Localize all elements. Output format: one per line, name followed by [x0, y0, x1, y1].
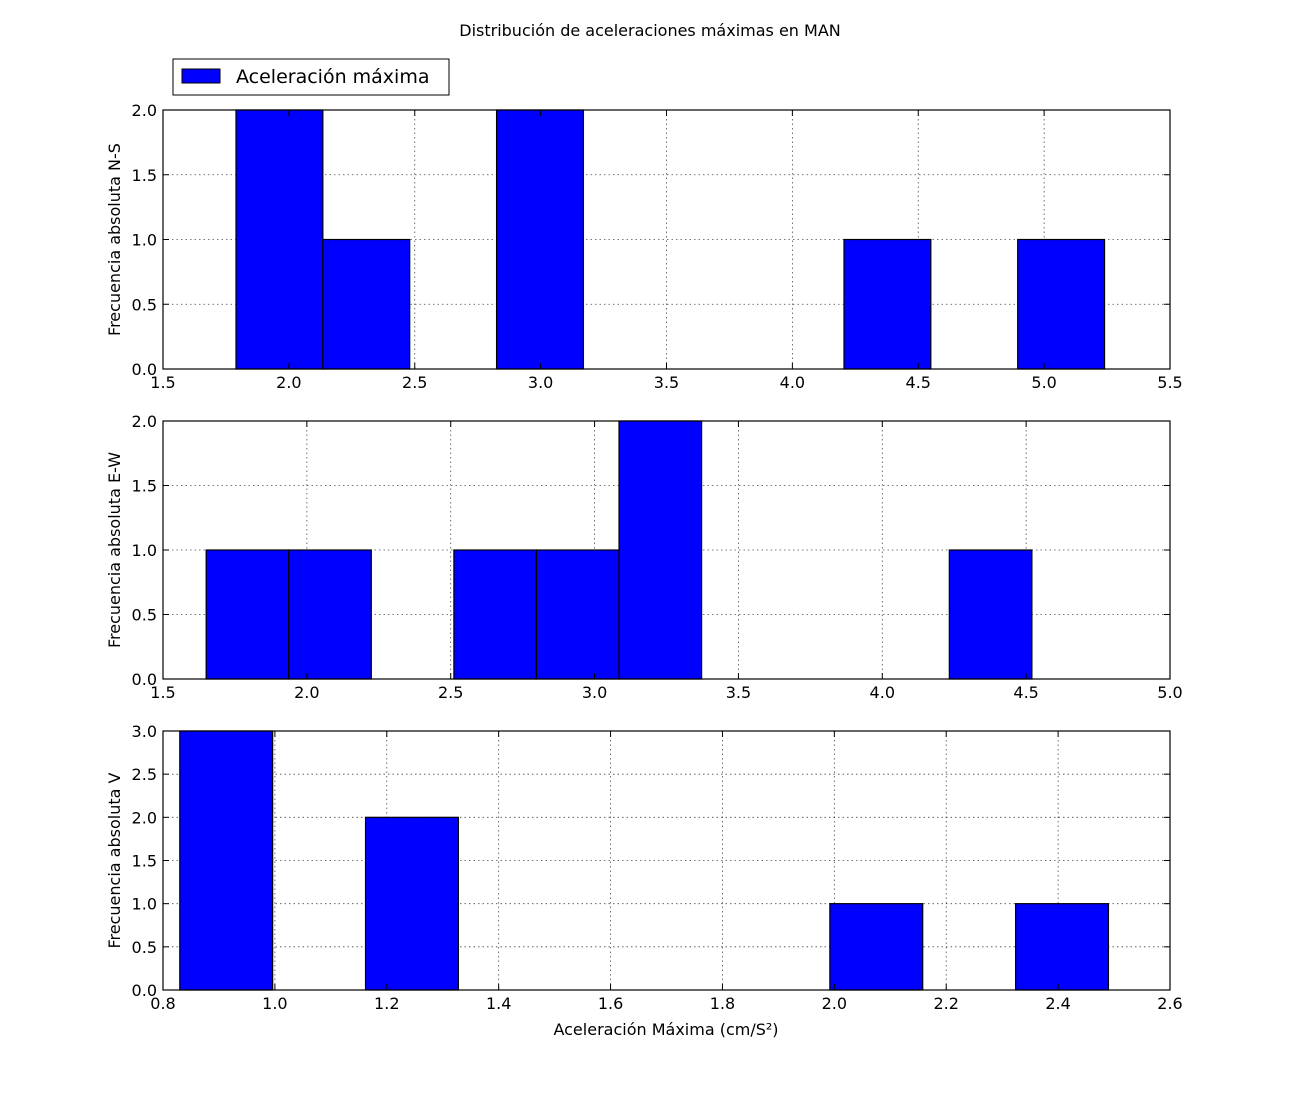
panel-1-x-tick-label-3: 3.0	[528, 373, 553, 392]
panel-1-bar-3	[843, 238, 932, 370]
legend-swatch	[181, 68, 221, 84]
panel-2-y-tick-label-0: 0.0	[132, 670, 157, 689]
panel-2-x-tick-label-7: 5.0	[1157, 683, 1182, 702]
panel-3-x-tick-label-5: 1.8	[710, 994, 735, 1013]
panel-1-y-axis-label: Frecuencia absoluta N-S	[105, 143, 124, 336]
x-axis-label: Aceleración Máxima (cm/S²)	[553, 1020, 778, 1039]
panel-2-bar-4	[618, 420, 703, 680]
panel-2-x-tick-label-4: 3.5	[726, 683, 751, 702]
panel-2-y-tick-label-1: 0.5	[132, 606, 157, 625]
panel-2-x-tick-label-6: 4.5	[1013, 683, 1038, 702]
panel-3-y-tick-label-1: 0.5	[132, 938, 157, 957]
panel-3-bar-0	[179, 730, 274, 991]
panel-1-bar-2	[495, 109, 585, 370]
panel-2-bar-1	[288, 549, 372, 680]
panel-3-x-tick-label-0: 0.8	[150, 994, 175, 1013]
panel-1-x-tick-label-1: 2.0	[276, 373, 301, 392]
panel-1-x-tick-label-2: 2.5	[402, 373, 427, 392]
panel-3-x-tick-label-4: 1.6	[598, 994, 623, 1013]
panel-2-x-tick-label-2: 2.5	[438, 683, 463, 702]
panel-2-bar-5	[948, 549, 1033, 680]
panel-1: 1.5 2.0 2.5 3.0 3.5 4.0 4.5 5.0 5.5 0.0 0.5 1.0 1.5 2…	[105, 101, 1183, 392]
legend: Aceleración máxima	[172, 58, 450, 96]
panel-1-bar-1	[322, 238, 411, 370]
panel-1-y-tick-label-4: 2.0	[132, 101, 157, 120]
panel-2: 1.5 2.0 2.5 3.0 3.5 4.0 4.5 5.0 0.0 0.5 1.0 1.5 2.0 F…	[105, 412, 1183, 702]
panel-2-bar-3	[535, 549, 620, 680]
panel-3-x-tick-label-3: 1.4	[486, 994, 511, 1013]
panel-1-x-tick-label-8: 5.5	[1157, 373, 1182, 392]
panel-2-x-tick-label-3: 3.0	[582, 683, 607, 702]
panels-layer: 1.5 2.0 2.5 3.0 3.5 4.0 4.5 5.0 5.5 0.0 0.5 1.0 1.5 2…	[105, 101, 1183, 1013]
panel-2-bar-0	[205, 549, 290, 680]
panel-3-bar-3	[1014, 903, 1110, 991]
panel-2-x-tick-label-0: 1.5	[150, 683, 175, 702]
panel-2-y-tick-label-3: 1.5	[132, 477, 157, 496]
panel-1-bar-4	[1017, 238, 1106, 370]
panel-1-x-tick-label-6: 4.5	[906, 373, 931, 392]
panel-3-x-tick-label-2: 1.2	[374, 994, 399, 1013]
panel-1-x-tick-label-0: 1.5	[150, 373, 175, 392]
panel-2-x-tick-label-1: 2.0	[294, 683, 319, 702]
panel-3-y-tick-label-5: 2.5	[132, 765, 157, 784]
panel-3-x-tick-label-9: 2.6	[1157, 994, 1182, 1013]
panel-1-bar-0	[235, 109, 324, 370]
panel-3-x-tick-label-1: 1.0	[262, 994, 287, 1013]
panel-3: 0.8 1.0 1.2 1.4 1.6 1.8 2.0 2.2 2.4 2.6 0.0 0.5 1.0 1…	[105, 722, 1183, 1013]
panel-3-x-tick-label-6: 2.0	[822, 994, 847, 1013]
panel-3-bar-2	[829, 903, 924, 991]
chart-title: Distribución de aceleraciones máximas en…	[459, 21, 841, 40]
panel-2-y-tick-label-2: 1.0	[132, 541, 157, 560]
panel-1-y-tick-label-0: 0.0	[132, 360, 157, 379]
panel-1-x-tick-label-7: 5.0	[1031, 373, 1056, 392]
panel-3-y-tick-label-2: 1.0	[132, 895, 157, 914]
panel-1-y-tick-label-1: 0.5	[132, 295, 157, 314]
panel-3-y-tick-label-6: 3.0	[132, 722, 157, 741]
legend-label: Aceleración máxima	[236, 66, 429, 88]
panel-1-x-tick-label-5: 4.0	[780, 373, 805, 392]
panel-2-y-tick-label-4: 2.0	[132, 412, 157, 431]
panel-1-y-tick-label-3: 1.5	[132, 166, 157, 185]
panel-3-bar-1	[364, 816, 459, 991]
panel-3-y-tick-label-0: 0.0	[132, 981, 157, 1000]
panel-1-x-tick-label-4: 3.5	[654, 373, 679, 392]
panel-3-y-tick-label-4: 2.0	[132, 808, 157, 827]
panel-2-bar-2	[453, 549, 538, 680]
panel-2-x-tick-label-5: 4.0	[870, 683, 895, 702]
panel-3-y-axis-label: Frecuencia absoluta V	[105, 772, 124, 948]
panel-3-x-tick-label-7: 2.2	[933, 994, 958, 1013]
panel-3-y-tick-label-3: 1.5	[132, 852, 157, 871]
panel-3-x-tick-label-8: 2.4	[1045, 994, 1070, 1013]
panel-2-y-axis-label: Frecuencia absoluta E-W	[105, 452, 124, 648]
panel-1-y-tick-label-2: 1.0	[132, 231, 157, 250]
